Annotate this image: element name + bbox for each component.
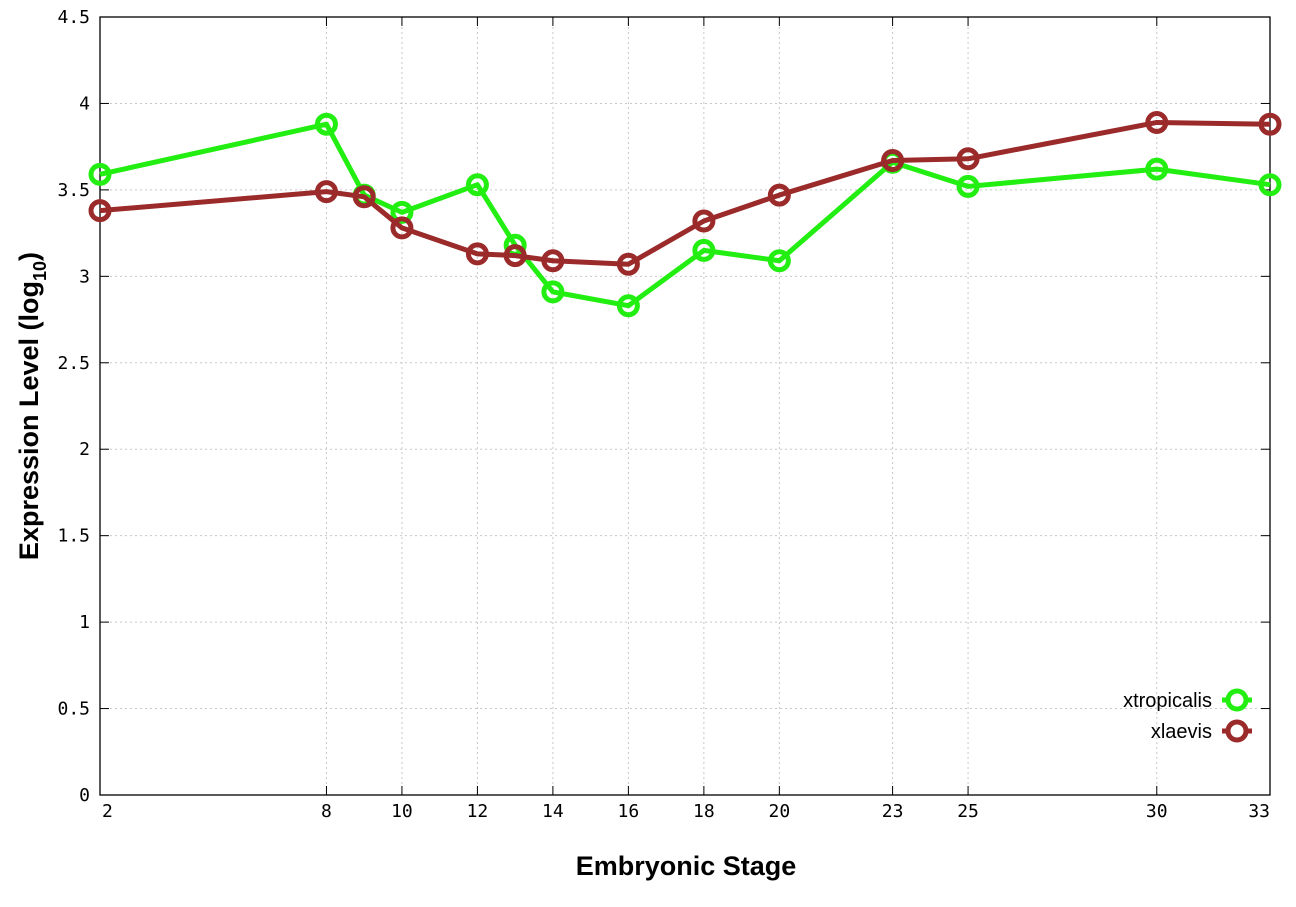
data-point (1258, 112, 1282, 136)
series-line (99, 119, 1271, 267)
series-xtropicalis (88, 112, 1282, 318)
y-tick-label: 2 (79, 439, 90, 460)
y-tick-label: 1.5 (57, 526, 90, 547)
x-axis-title: Embryonic Stage (576, 851, 797, 881)
legend: xtropicalis xlaevis (1123, 688, 1252, 743)
data-point (692, 209, 716, 233)
data-point (1145, 110, 1169, 134)
data-point (390, 216, 414, 240)
y-tick-label: 0.5 (57, 699, 90, 720)
x-tick-label: 2 (102, 801, 113, 822)
x-tick-label: 23 (882, 801, 904, 822)
y-axis-title-subscript: 10 (30, 261, 50, 281)
data-point (881, 148, 905, 172)
data-point (1145, 157, 1169, 181)
grid-lines (100, 17, 1270, 795)
x-tick-label: 25 (957, 801, 979, 822)
y-tick-label: 4 (79, 93, 90, 114)
x-tick-label: 10 (391, 801, 413, 822)
legend-label: xtropicalis (1123, 690, 1212, 712)
series-line (99, 121, 1271, 309)
legend-marker-swatch (1225, 688, 1249, 712)
x-tick-label: 20 (769, 801, 791, 822)
data-point (465, 173, 489, 197)
y-tick-labels: 0 0.5 1 1.5 2 2.5 3 3.5 4 4.5 (57, 7, 90, 806)
data-point (767, 249, 791, 273)
y-axis-title-main: Expression Level (log (14, 281, 44, 560)
y-tick-label: 4.5 (57, 7, 90, 28)
x-tick-label: 14 (542, 801, 564, 822)
data-point (956, 147, 980, 171)
x-tick-label: 18 (693, 801, 715, 822)
y-tick-label: 3 (79, 266, 90, 287)
series-layer (88, 110, 1282, 318)
x-tick-label: 16 (618, 801, 640, 822)
y-tick-label: 2.5 (57, 353, 90, 374)
y-axis-title: Expression Level (log10) (14, 252, 50, 560)
data-point (616, 252, 640, 276)
x-tick-label: 30 (1146, 801, 1168, 822)
data-point (352, 185, 376, 209)
data-point (503, 244, 527, 268)
series-xlaevis (88, 110, 1282, 276)
y-tick-label: 0 (79, 785, 90, 806)
data-point (88, 199, 112, 223)
x-tick-label: 12 (467, 801, 489, 822)
data-point (767, 183, 791, 207)
data-point (541, 249, 565, 273)
data-point (314, 112, 338, 136)
legend-label: xlaevis (1151, 721, 1212, 743)
y-tick-label: 3.5 (57, 180, 90, 201)
x-tick-label: 33 (1248, 801, 1270, 822)
data-point (956, 174, 980, 198)
data-point (541, 280, 565, 304)
y-tick-label: 1 (79, 612, 90, 633)
data-point (1258, 173, 1282, 197)
data-point (465, 242, 489, 266)
plot-frame (99, 16, 1271, 796)
data-point (616, 294, 640, 318)
data-point (692, 238, 716, 262)
data-point (88, 162, 112, 186)
y-axis-title-suffix: ) (14, 252, 44, 261)
x-tick-label: 8 (321, 801, 332, 822)
data-point (314, 180, 338, 204)
legend-marker-swatch (1225, 719, 1249, 743)
x-tick-labels: 2 8 10 12 14 16 18 20 23 25 30 33 (102, 801, 1270, 822)
